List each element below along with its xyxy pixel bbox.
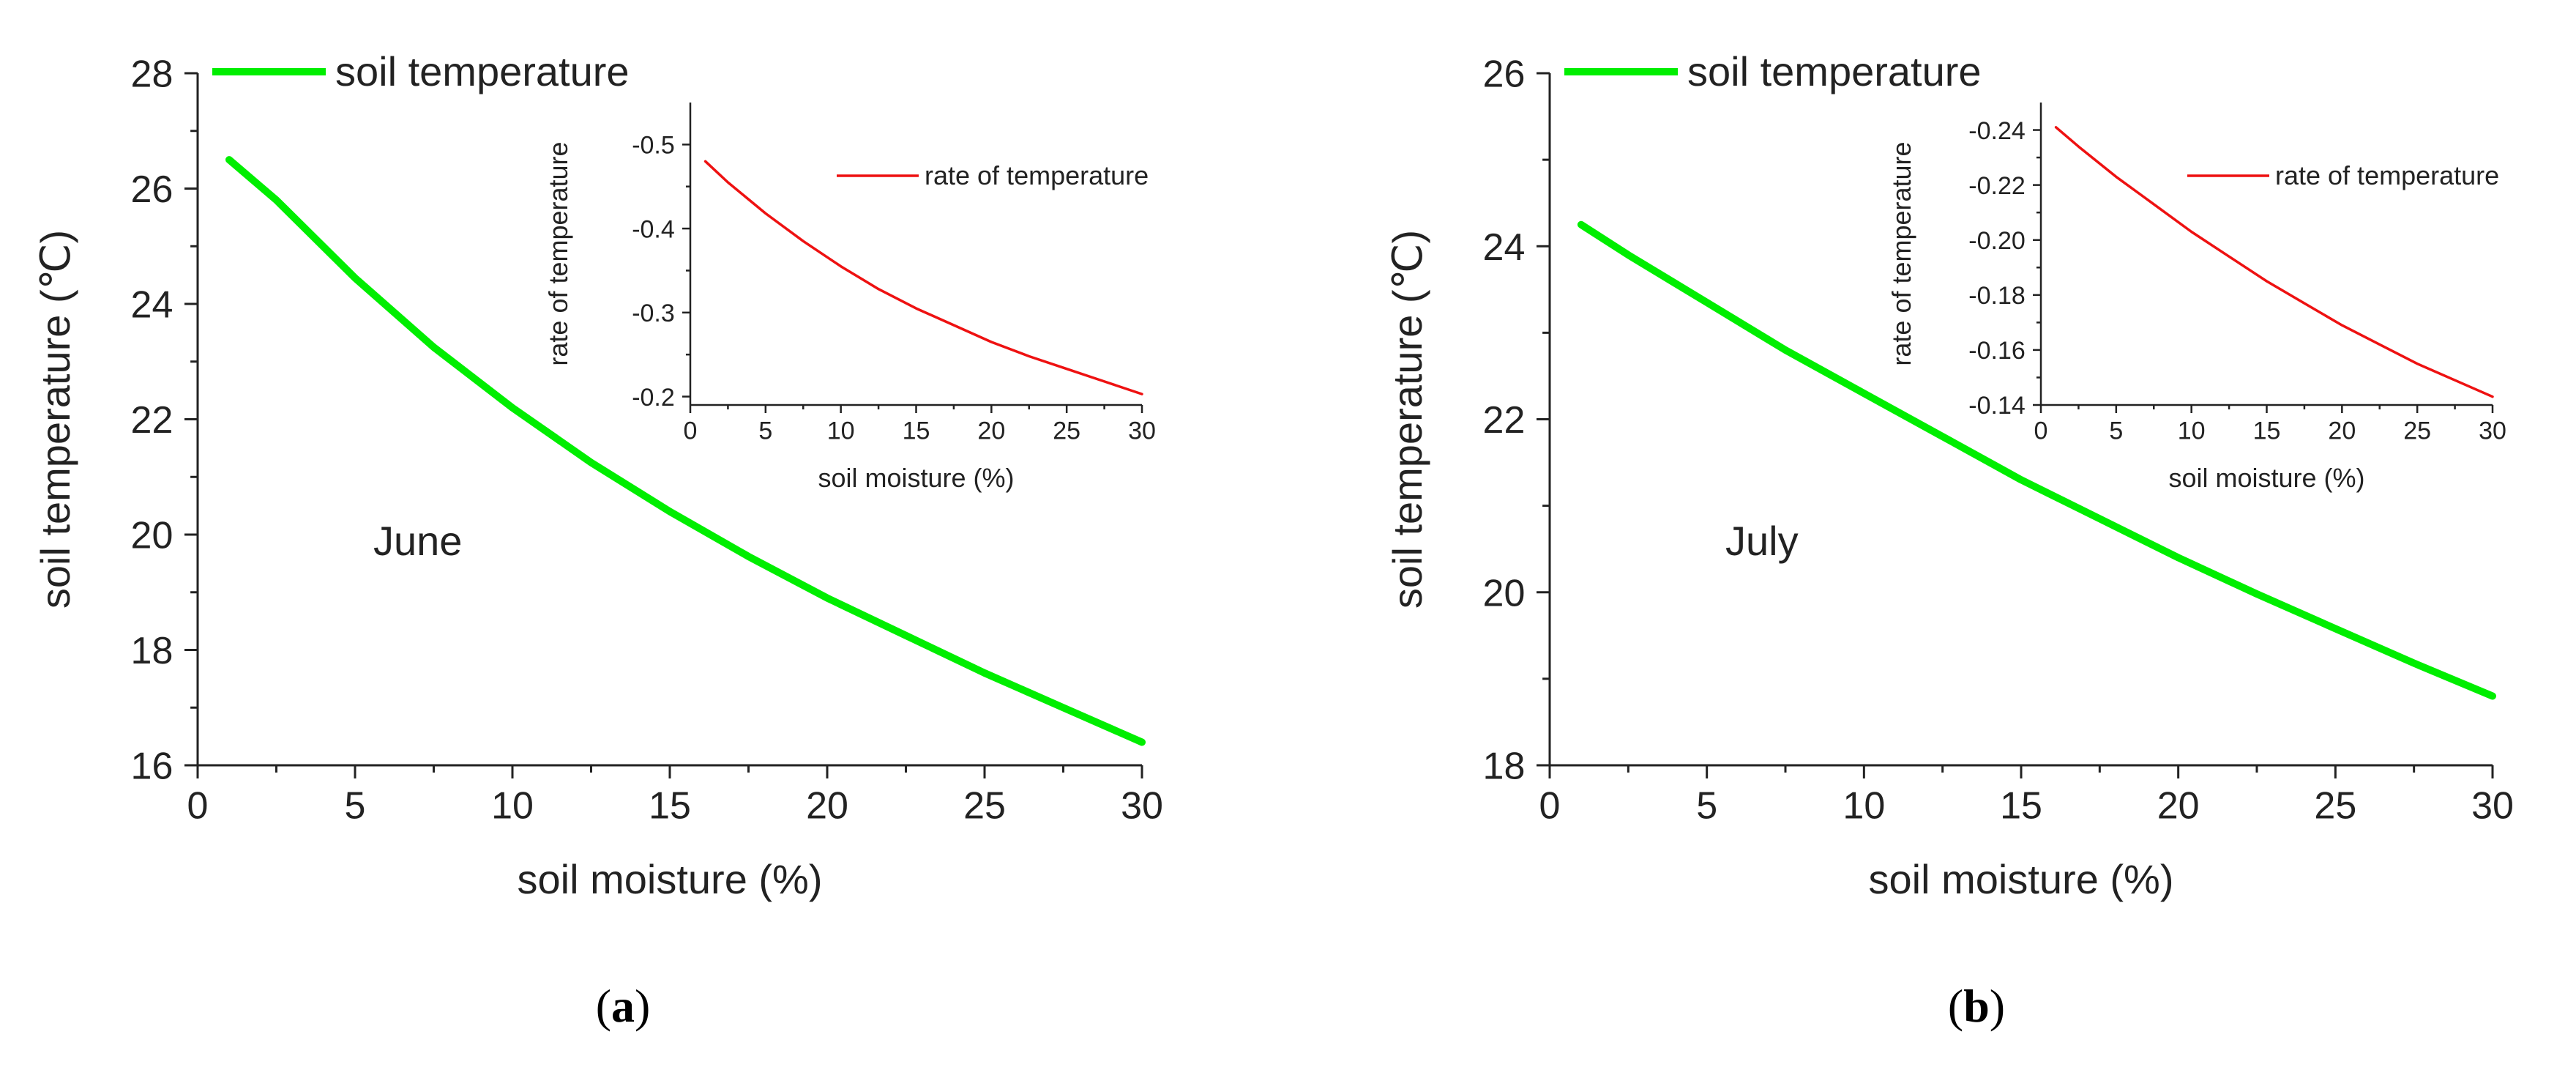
panel-b-y-tick-label: 20 xyxy=(1483,572,1526,614)
panel-a-y-axis-title: soil temperature (℃) xyxy=(32,230,78,609)
panel-a-x-axis-title: soil moisture (%) xyxy=(518,856,823,902)
panel-b-inset-x-tick-label: 5 xyxy=(2109,417,2123,445)
panel-a-x-tick-label: 10 xyxy=(491,785,534,828)
panel-b-inset-x-tick-label: 25 xyxy=(2403,417,2431,445)
panel-a-legend-label: soil temperature xyxy=(335,48,630,94)
panel-b-soil-temperature-line xyxy=(1577,220,2496,700)
panel-b-x-axis-title: soil moisture (%) xyxy=(1869,856,2174,902)
panel-a-x-tick-label: 5 xyxy=(345,785,366,828)
panel-b-legend-label: soil temperature xyxy=(1687,48,1982,94)
panel-b-inset-y-tick-label: -0.22 xyxy=(1968,172,2026,200)
panel-b-inset-chart: 0 5 10 15 20 25 30 -0.24 -0.22 -0.20 -0.18 -0.16 -0.… xyxy=(1886,103,2506,493)
panel-a-x-tick-label: 25 xyxy=(963,785,1006,828)
panel-a-x-tick-label: 30 xyxy=(1121,785,1163,828)
panel-a-month-annotation: June xyxy=(373,518,462,564)
panel-a-inset-x-tick-label: 25 xyxy=(1053,417,1080,445)
panel-b-x-tick-label: 5 xyxy=(1696,785,1717,828)
panel-b-x-tick-label: 10 xyxy=(1843,785,1885,828)
panel-b-inset-x-tick-label: 30 xyxy=(2479,417,2506,445)
panel-b-y-tick-label: 22 xyxy=(1483,399,1526,442)
panel-b-inset-x-tick-label: 20 xyxy=(2328,417,2356,445)
panel-b-x-tick-label: 25 xyxy=(2314,785,2356,828)
panel-b-y-tick-label: 24 xyxy=(1483,226,1526,269)
panel-b-inset-x-tick-label: 10 xyxy=(2178,417,2206,445)
panel-a-x-tick-label: 0 xyxy=(187,785,209,828)
panel-a-y-tick-label: 18 xyxy=(131,630,173,672)
panel-b-inset-x-axis-title: soil moisture (%) xyxy=(2168,463,2364,493)
panel-b-inset-y-axis-title: rate of temperature xyxy=(1886,141,1916,365)
panel-a-inset-x-tick-label: 15 xyxy=(903,417,930,445)
panel-b-inset-y-tick-label: -0.18 xyxy=(1968,282,2026,310)
panel-a-chart: 0 5 10 15 20 25 30 16 18 20 22 24 26 28 soil moisture … xyxy=(32,48,1163,902)
panel-b-inset-y-tick-label: -0.14 xyxy=(1968,392,2026,420)
panel-b-chart: 0 5 10 15 20 25 30 18 20 22 24 26 soil moisture (%) s… xyxy=(1384,48,2514,902)
panel-a-inset-legend-label: rate of temperature xyxy=(925,160,1149,190)
panel-a-y-tick-label: 28 xyxy=(131,53,173,96)
panel-b-x-tick-label: 30 xyxy=(2471,785,2514,828)
charts-layer: 0 5 10 15 20 25 30 16 18 20 22 24 26 28 soil moisture … xyxy=(32,48,2514,902)
panel-a-inset-x-tick-label: 0 xyxy=(684,417,698,445)
panel-a-inset-x-tick-label: 20 xyxy=(977,417,1005,445)
panel-a-inset-y-tick-label: -0.5 xyxy=(632,132,675,160)
panel-b-y-tick-label: 18 xyxy=(1483,746,1526,788)
panel-a-inset-y-tick-label: -0.2 xyxy=(632,384,675,412)
panel-b-inset-y-tick-label: -0.24 xyxy=(1968,117,2026,145)
panel-b-inset-x-tick-label: 15 xyxy=(2253,417,2281,445)
panel-a-inset-x-tick-label: 10 xyxy=(827,417,855,445)
panel-b-x-tick-label: 0 xyxy=(1539,785,1561,828)
panel-a-inset-y-axis-title: rate of temperature xyxy=(543,141,573,365)
panel-b-inset-y-tick-label: -0.16 xyxy=(1968,337,2026,365)
panel-b-y-axis-title: soil temperature (℃) xyxy=(1384,230,1430,609)
panel-caption-b: (b) xyxy=(1948,980,2005,1032)
panel-a-x-tick-label: 20 xyxy=(806,785,848,828)
panel-b-month-annotation: July xyxy=(1725,518,1799,564)
panel-b-x-tick-label: 20 xyxy=(2157,785,2200,828)
panel-a-inset-x-tick-label: 30 xyxy=(1128,417,1156,445)
panel-a-y-tick-label: 16 xyxy=(131,746,173,788)
panel-a-inset-y-tick-label: -0.4 xyxy=(632,215,675,243)
panel-b-inset-legend-label: rate of temperature xyxy=(2275,160,2499,190)
panel-a-y-tick-label: 20 xyxy=(131,515,173,557)
panel-a-inset-y-tick-label: -0.3 xyxy=(632,300,675,327)
panel-a-inset-chart: 0 5 10 15 20 25 30 -0.5 -0.4 -0.3 -0.2 soil moistur… xyxy=(543,103,1156,493)
panel-a-inset-x-tick-label: 5 xyxy=(758,417,772,445)
panel-b-inset-y-tick-label: -0.20 xyxy=(1968,227,2026,255)
panel-a-inset-x-axis-title: soil moisture (%) xyxy=(818,463,1014,493)
panel-a-y-tick-label: 26 xyxy=(131,168,173,211)
panel-b-inset-x-tick-label: 0 xyxy=(2034,417,2048,445)
panel-a-x-tick-label: 15 xyxy=(649,785,691,828)
panel-b-x-tick-label: 15 xyxy=(2000,785,2042,828)
panel-a-inset-rate-line xyxy=(703,160,1143,395)
panel-b-inset-rate-line xyxy=(2054,126,2494,398)
panel-b-y-tick-label: 26 xyxy=(1483,53,1526,96)
panel-a-y-tick-label: 24 xyxy=(131,284,173,327)
panel-a-y-tick-label: 22 xyxy=(131,399,173,442)
panel-a-soil-temperature-line xyxy=(225,156,1146,746)
panel-caption-a: (a) xyxy=(596,980,651,1032)
